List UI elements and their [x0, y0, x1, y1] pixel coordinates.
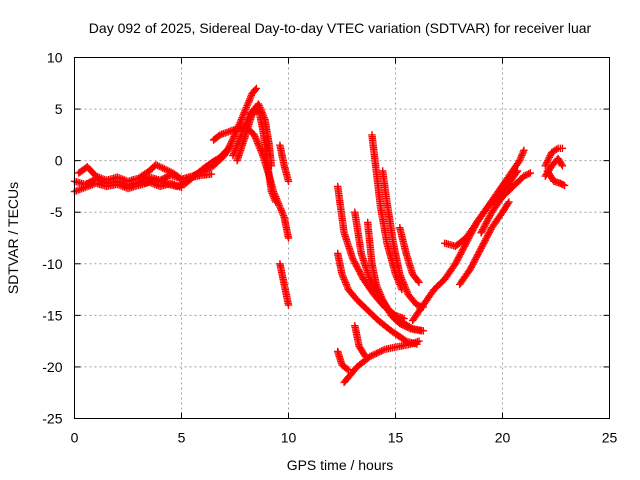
series-arc-5 — [209, 122, 293, 242]
data-point — [207, 170, 216, 178]
series-arc-9 — [276, 260, 293, 309]
data-point — [415, 278, 423, 287]
data-point — [251, 86, 259, 94]
x-axis-label: GPS time / hours — [287, 457, 394, 473]
series-arc-3 — [75, 161, 216, 185]
series-arc-14 — [351, 322, 370, 361]
data-point — [417, 327, 425, 335]
data-point — [513, 167, 522, 175]
y-tick-label: -5 — [50, 204, 63, 220]
series-arc-21 — [441, 167, 522, 250]
series-arc-24 — [541, 144, 567, 170]
series-arc-26 — [543, 167, 569, 190]
series-arc-22 — [456, 198, 513, 289]
data-point — [252, 84, 261, 93]
series-arc-8 — [276, 141, 293, 185]
series-arc-7 — [233, 105, 280, 206]
chart-title: Day 092 of 2025, Sidereal Day-to-day VTE… — [89, 20, 592, 36]
x-tick-label: 5 — [178, 430, 186, 446]
x-tick-label: 15 — [388, 430, 404, 446]
data-point — [284, 234, 293, 242]
data-point — [560, 181, 569, 190]
series-arc-12 — [334, 347, 353, 374]
y-tick-label: -10 — [42, 256, 62, 272]
data-points — [70, 84, 569, 387]
y-tick-label: 10 — [47, 50, 63, 66]
data-point — [520, 146, 528, 154]
series-arc-4 — [141, 84, 261, 191]
series-arc-18 — [379, 167, 427, 311]
data-point — [344, 366, 353, 374]
y-tick-label: 0 — [55, 153, 63, 169]
data-point — [284, 301, 293, 309]
data-point — [558, 144, 567, 152]
plot-frame — [74, 57, 610, 419]
x-tick-label: 0 — [71, 430, 79, 446]
series-arc-15 — [340, 337, 423, 387]
x-tick-label: 10 — [281, 430, 297, 446]
y-tick-label: 5 — [55, 101, 63, 117]
x-tick-label: 20 — [495, 430, 511, 446]
y-tick-label: -20 — [42, 359, 62, 375]
y-axis-label: SDTVAR / TECUs — [5, 182, 21, 294]
series-arc-23 — [477, 169, 534, 237]
y-tick-label: -15 — [42, 307, 62, 323]
series-arc-19 — [396, 224, 423, 287]
data-point — [284, 177, 293, 185]
x-tick-label: 25 — [602, 430, 618, 446]
data-point — [272, 198, 280, 206]
y-tick-label: -25 — [42, 411, 62, 427]
series-arc-17 — [368, 131, 406, 294]
series-arc-16 — [364, 218, 425, 335]
data-point — [505, 198, 513, 206]
data-point — [526, 169, 534, 177]
data-point — [558, 162, 567, 170]
data-point — [415, 337, 423, 345]
